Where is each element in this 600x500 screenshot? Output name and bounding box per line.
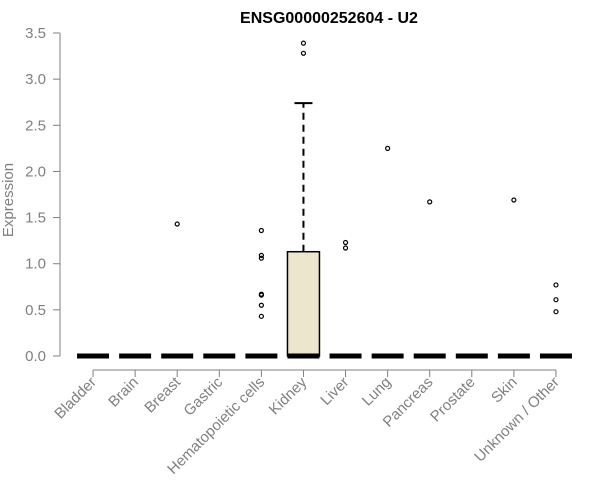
box-iqr	[286, 250, 321, 357]
outlier-point	[258, 292, 264, 298]
outlier-point	[258, 302, 264, 308]
outlier-point	[300, 50, 307, 56]
x-tick-label: Lung	[359, 374, 395, 410]
outlier-point	[174, 221, 180, 227]
x-tick-label: Skin	[488, 374, 521, 407]
outlier-point	[258, 313, 264, 319]
y-tick-label: 3.5	[25, 25, 46, 42]
outlier-point	[511, 197, 517, 203]
y-tick-label: 3.0	[25, 71, 46, 88]
outlier-point	[342, 239, 349, 246]
box-liver	[329, 239, 362, 359]
outlier-point	[385, 145, 391, 151]
x-tick-label: Prostate	[427, 374, 479, 426]
outlier-point	[258, 252, 264, 259]
plot-area	[77, 40, 572, 359]
x-tick-label: Bladder	[51, 374, 100, 423]
outlier-point	[300, 40, 307, 46]
x-tick-label: Kidney	[266, 373, 311, 418]
box-skin	[497, 197, 530, 359]
box-kidney	[286, 40, 321, 359]
y-axis-title: Expression	[0, 163, 17, 237]
x-tick-label: Breast	[141, 373, 184, 416]
box-breast	[161, 221, 194, 359]
box-pancreas	[413, 199, 446, 359]
y-axis: 0.0 0.5 1.0 1.5 2.0 2.5 3.0 3.5	[25, 25, 61, 365]
y-tick-label: 1.0	[25, 256, 46, 273]
outlier-point	[553, 297, 559, 303]
x-tick-label: Brain	[105, 374, 142, 411]
box-lung	[371, 145, 404, 359]
outlier-point	[258, 255, 264, 261]
outlier-point	[553, 309, 559, 315]
outlier-point	[342, 245, 349, 251]
chart-title: ENSG00000252604 - U2	[240, 10, 418, 27]
outlier-point	[427, 199, 433, 205]
y-tick-label: 0.0	[25, 348, 46, 365]
y-tick-label: 2.5	[25, 117, 46, 134]
outlier-point	[553, 282, 559, 288]
x-tick-label: Liver	[317, 374, 352, 409]
box-hematopoietic-cells	[245, 227, 278, 359]
outlier-point	[258, 227, 264, 234]
y-tick-label: 2.0	[25, 163, 46, 180]
y-tick-label: 1.5	[25, 210, 46, 227]
y-tick-label: 0.5	[25, 302, 46, 319]
box-unknown-other	[539, 282, 572, 359]
